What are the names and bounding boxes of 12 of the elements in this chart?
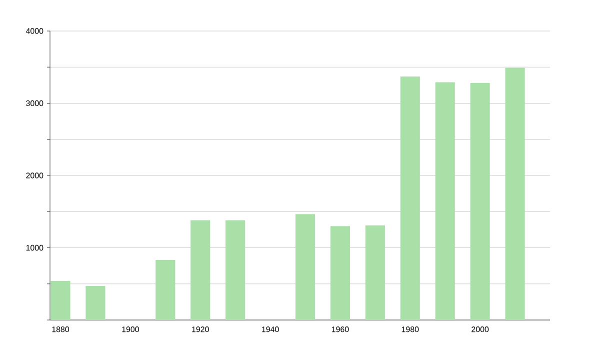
bar [400, 76, 420, 320]
bar [435, 82, 455, 320]
bar [295, 214, 316, 320]
bar [50, 280, 70, 320]
bar [226, 220, 246, 320]
bar [470, 83, 490, 320]
bar [365, 225, 385, 320]
bar [86, 286, 106, 320]
bar [505, 68, 525, 320]
bar [156, 260, 176, 320]
bar [190, 220, 210, 320]
bar [330, 226, 350, 320]
